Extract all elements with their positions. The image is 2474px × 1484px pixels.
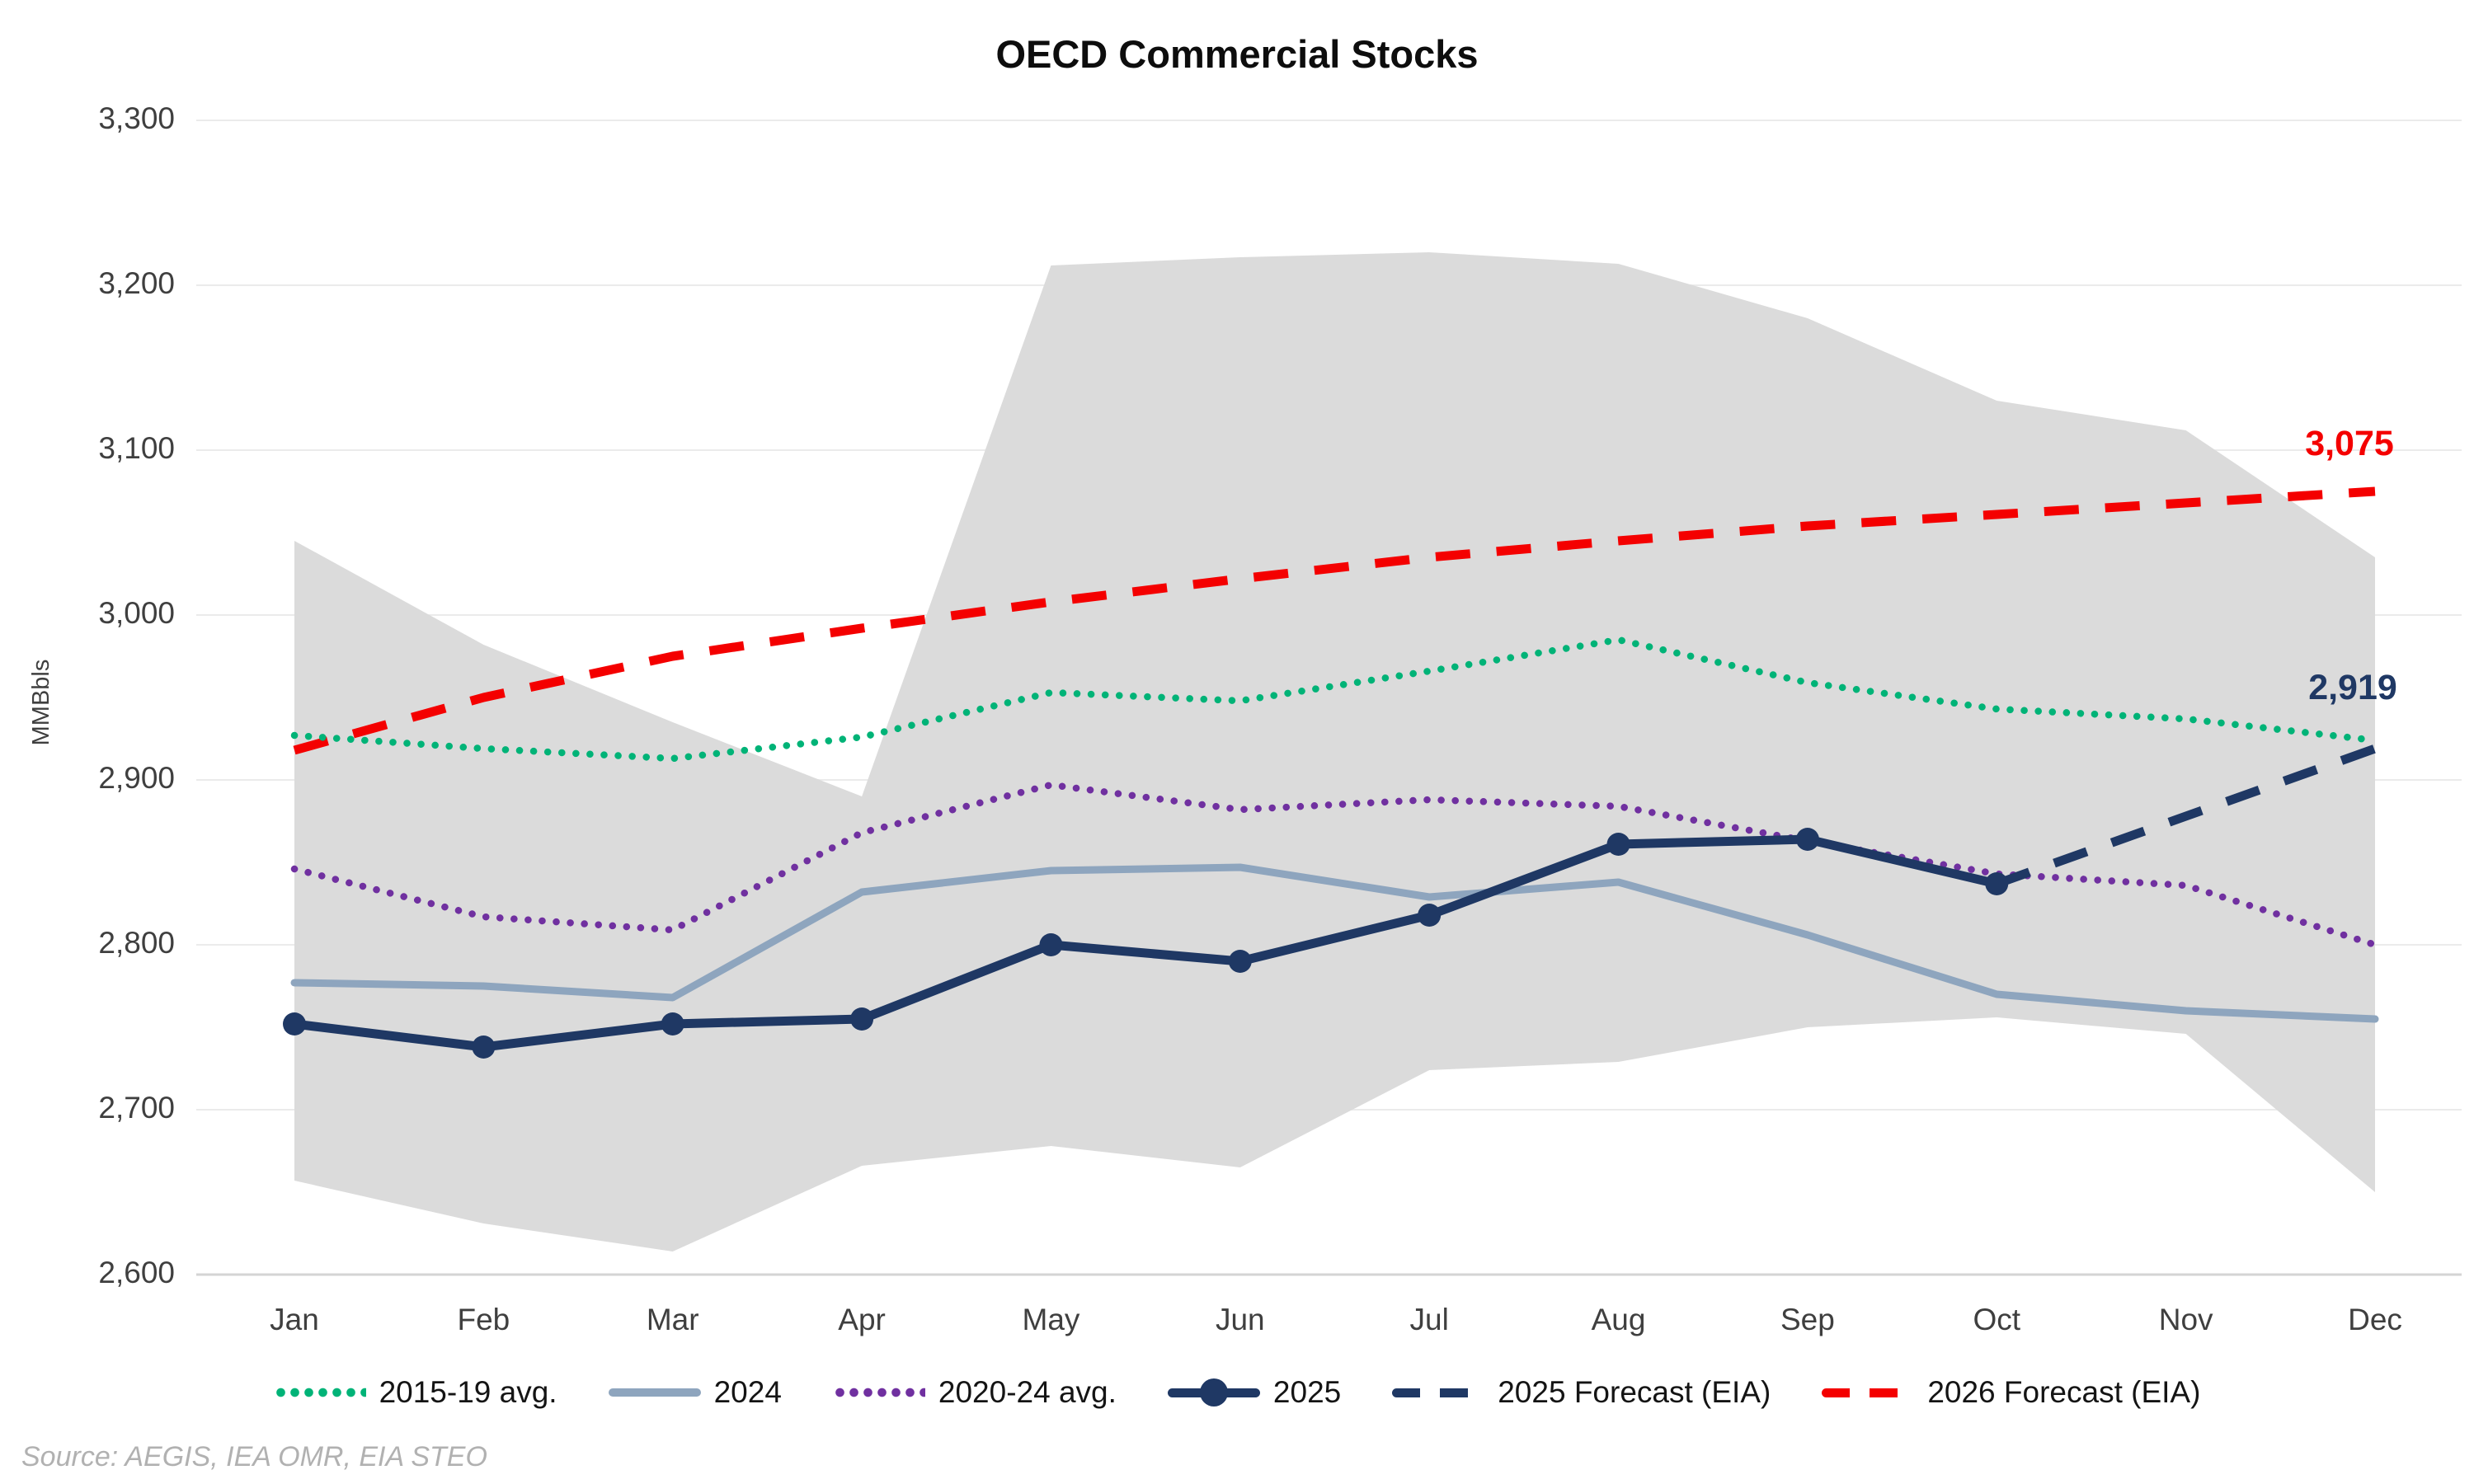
x-tick-nov: Nov <box>2158 1303 2213 1336</box>
series-line-2026-forecast-eia- <box>293 486 2376 755</box>
series-point-2025-Jun <box>1228 950 1252 973</box>
y-tick-3000: 3,000 <box>98 596 175 630</box>
y-tick-2600: 2,600 <box>98 1256 175 1289</box>
series-point-2025-May <box>1039 933 1063 956</box>
chart-legend: 2015-19 avg. 2024 2020-24 avg. 2025 2025… <box>0 1375 2474 1410</box>
x-tick-jan: Jan <box>270 1303 319 1336</box>
legend-swatch-marker-navy <box>1167 1378 1260 1407</box>
x-tick-mar: Mar <box>646 1303 699 1336</box>
x-tick-apr: Apr <box>838 1303 886 1336</box>
x-tick-jul: Jul <box>1409 1303 1449 1336</box>
y-axis-title: MMBbls <box>28 659 54 746</box>
series-point-2025-Jan <box>283 1012 306 1036</box>
y-tick-2700: 2,700 <box>98 1091 175 1125</box>
series-point-2025-Apr <box>850 1007 874 1031</box>
y-tick-3100: 3,100 <box>98 431 175 465</box>
legend-label: 2024 <box>713 1375 782 1409</box>
series-point-2025-Mar <box>661 1012 684 1036</box>
x-tick-dec: Dec <box>2348 1303 2402 1336</box>
series-point-2025-Sep <box>1795 828 1819 851</box>
legend-item-2026-forecast: 2026 Forecast (EIA) <box>1822 1375 2200 1410</box>
x-tick-aug: Aug <box>1591 1303 1646 1336</box>
series-point-2025-Aug <box>1606 833 1630 856</box>
series-point-2025-Oct <box>1985 872 2009 895</box>
legend-item-2020-24-avg: 2020-24 avg. <box>832 1375 1117 1410</box>
legend-swatch-dashed-navy <box>1392 1388 1485 1397</box>
x-tick-sep: Sep <box>1780 1303 1835 1336</box>
x-tick-jun: Jun <box>1215 1303 1265 1336</box>
x-tick-feb: Feb <box>457 1303 510 1336</box>
y-tick-2900: 2,900 <box>98 761 175 795</box>
forecast-2025-value-label: 2,919 <box>2308 668 2397 707</box>
chart-title: OECD Commercial Stocks <box>995 32 1479 76</box>
series-line-2024 <box>290 863 2379 1023</box>
legend-label: 2025 <box>1272 1375 1342 1409</box>
x-tick-may: May <box>1022 1303 1080 1336</box>
legend-item-2025-forecast: 2025 Forecast (EIA) <box>1392 1375 1771 1410</box>
legend-label: 2026 Forecast (EIA) <box>1927 1375 2201 1409</box>
series-point-2025-Jul <box>1418 904 1442 927</box>
forecast-2026-value-label: 3,075 <box>2305 424 2394 463</box>
legend-item-2015-19-avg: 2015-19 avg. <box>273 1375 557 1410</box>
y-tick-2800: 2,800 <box>98 926 175 960</box>
legend-label: 2020-24 avg. <box>938 1375 1117 1409</box>
y-tick-3200: 3,200 <box>98 266 175 300</box>
series-point-2025-Feb <box>472 1036 496 1059</box>
series-line-2025-forecast-eia- <box>1995 744 2377 889</box>
legend-item-2025: 2025 <box>1167 1375 1342 1410</box>
legend-swatch-dashed-red <box>1822 1388 1915 1397</box>
x-tick-oct: Oct <box>1973 1303 2021 1336</box>
legend-swatch-solid-slate <box>608 1388 701 1397</box>
legend-item-2024: 2024 <box>608 1375 782 1410</box>
source-note: Source: AEGIS, IEA OMR, EIA STEO <box>21 1441 487 1472</box>
legend-label: 2025 Forecast (EIA) <box>1498 1375 1771 1409</box>
legend-swatch-dotted-purple <box>832 1387 925 1398</box>
legend-swatch-dotted-green <box>273 1387 366 1398</box>
range-band-area <box>294 252 2375 1252</box>
legend-label: 2015-19 avg. <box>379 1375 557 1409</box>
y-tick-3300: 3,300 <box>98 101 175 135</box>
series-line-2025 <box>289 834 2001 1052</box>
